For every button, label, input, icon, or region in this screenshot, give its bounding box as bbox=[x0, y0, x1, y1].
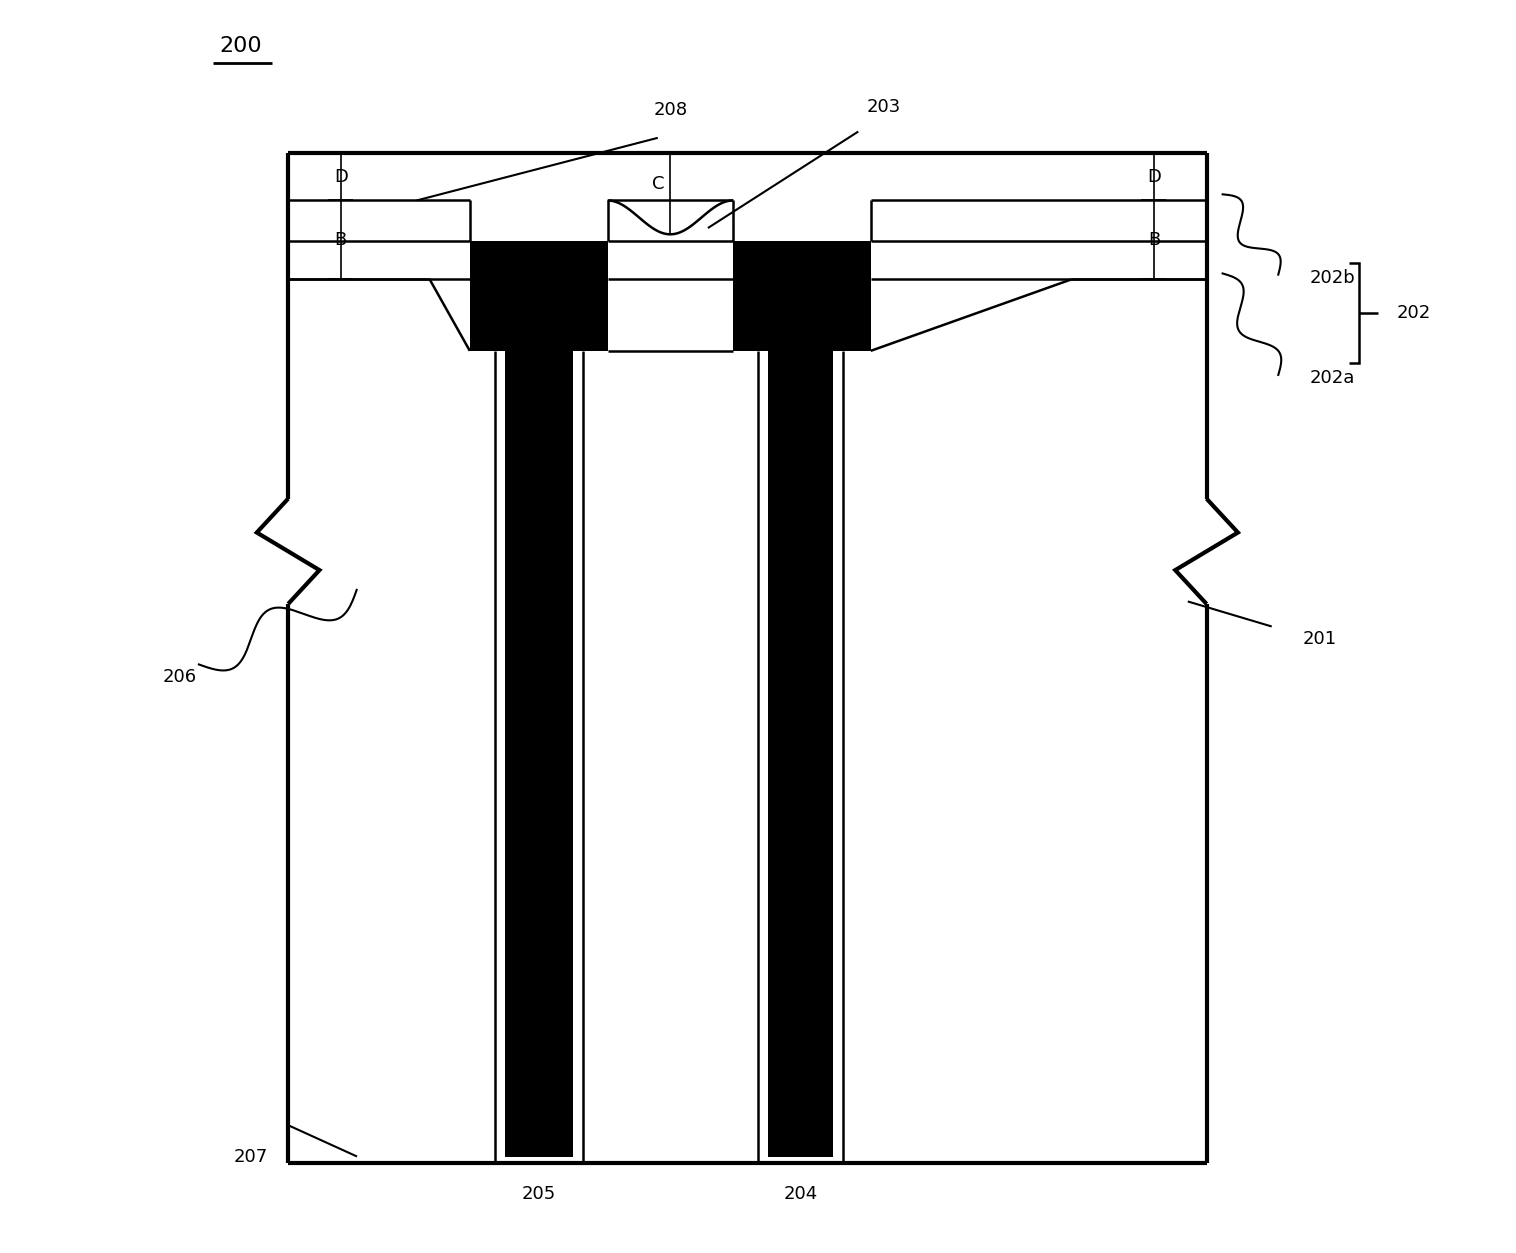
Text: A: A bbox=[794, 298, 807, 316]
Text: 202: 202 bbox=[1398, 304, 1431, 322]
Text: 202a: 202a bbox=[1310, 370, 1355, 387]
Bar bbox=[470, 241, 608, 351]
Text: B: B bbox=[1148, 231, 1160, 249]
Bar bbox=[769, 351, 834, 1157]
Text: 204: 204 bbox=[784, 1185, 817, 1203]
Text: 208: 208 bbox=[653, 101, 687, 119]
Text: A: A bbox=[532, 298, 544, 316]
Text: 203: 203 bbox=[866, 98, 901, 115]
Text: 206: 206 bbox=[162, 668, 197, 685]
Text: 200: 200 bbox=[220, 36, 262, 56]
Text: 202b: 202b bbox=[1310, 269, 1355, 287]
Bar bbox=[505, 351, 573, 1157]
Text: 207: 207 bbox=[233, 1148, 268, 1165]
Text: C: C bbox=[652, 175, 664, 193]
Text: D: D bbox=[334, 168, 347, 185]
Text: 201: 201 bbox=[1304, 630, 1337, 648]
Text: 205: 205 bbox=[522, 1185, 556, 1203]
Text: B: B bbox=[335, 231, 347, 249]
Bar bbox=[732, 241, 870, 351]
Text: D: D bbox=[1148, 168, 1161, 185]
